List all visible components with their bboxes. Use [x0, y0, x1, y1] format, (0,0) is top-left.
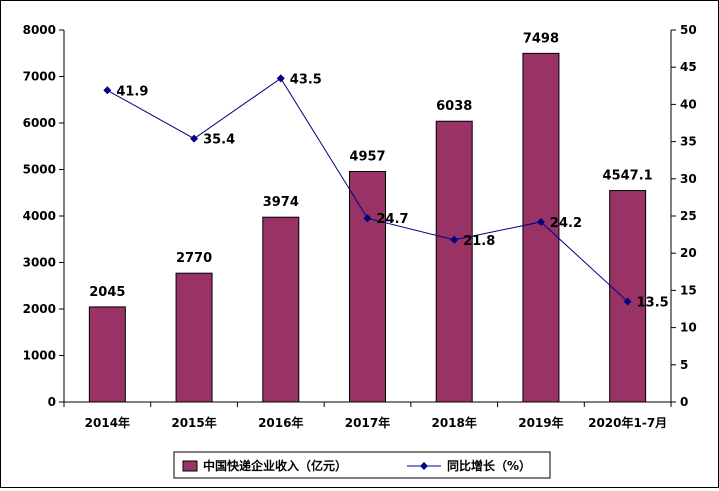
line-data-label: 41.9: [116, 84, 148, 99]
x-tick-label: 2019年: [518, 415, 563, 430]
x-tick-label: 2017年: [345, 415, 390, 430]
y-left-tick-label: 7000: [23, 70, 56, 84]
x-tick-label: 2018年: [432, 415, 477, 430]
line-point: [190, 134, 199, 143]
y-right-tick-label: 10: [680, 321, 697, 335]
line-point: [103, 86, 112, 95]
y-right-tick-label: 5: [680, 358, 688, 372]
bar-data-label: 4547.1: [603, 169, 653, 184]
y-left-tick-label: 8000: [23, 23, 56, 37]
y-left-tick-label: 6000: [23, 116, 56, 130]
bar: [609, 190, 647, 403]
legend-bar-label: 中国快递企业收入（亿元）: [203, 458, 347, 473]
line-data-label: 24.2: [550, 216, 582, 231]
y-right-tick-label: 50: [680, 23, 697, 37]
x-tick-label: 2014年: [85, 415, 130, 430]
y-right-tick-label: 20: [680, 246, 697, 260]
y-left-tick-label: 0: [48, 395, 56, 409]
x-tick-label: 2016年: [258, 415, 303, 430]
line-point: [536, 217, 545, 226]
bar: [522, 52, 560, 403]
line-data-label: 35.4: [203, 133, 235, 148]
bar: [175, 272, 213, 403]
line-data-label: 43.5: [290, 72, 322, 87]
y-right-tick-label: 25: [680, 209, 697, 223]
x-tick-label: 2020年1-7月: [588, 415, 667, 430]
y-right-tick-label: 0: [680, 395, 688, 409]
bar-data-label: 2045: [89, 285, 125, 300]
bar: [88, 306, 126, 403]
bar: [435, 120, 473, 403]
bar-data-label: 2770: [176, 251, 212, 266]
y-right-tick-label: 40: [680, 97, 697, 111]
y-right-tick-label: 30: [680, 172, 697, 186]
bar-data-label: 6038: [436, 99, 472, 114]
y-left-tick-label: 3000: [23, 256, 56, 270]
line-point: [623, 297, 632, 306]
y-right-tick-label: 45: [680, 60, 697, 74]
y-left-tick-label: 5000: [23, 163, 56, 177]
bar: [262, 216, 300, 403]
line-data-label: 24.7: [377, 212, 409, 227]
y-left-tick-label: 4000: [23, 209, 56, 223]
line-point: [276, 74, 285, 83]
legend-bar-swatch: [182, 460, 198, 472]
y-left-tick-label: 1000: [23, 349, 56, 363]
bar-data-label: 4957: [349, 149, 385, 164]
bar-data-label: 7498: [523, 31, 559, 46]
line-data-label: 13.5: [637, 296, 669, 311]
y-right-tick-label: 15: [680, 283, 697, 297]
y-left-tick-label: 2000: [23, 302, 56, 316]
line-point: [363, 214, 372, 223]
line-point: [450, 235, 459, 244]
bar-data-label: 3974: [263, 195, 299, 210]
y-right-tick-label: 35: [680, 135, 697, 149]
legend-line-marker: [420, 462, 428, 470]
bar: [349, 170, 386, 403]
legend-box: [173, 451, 551, 479]
legend-line-label: 同比增长（%）: [447, 458, 531, 473]
x-tick-label: 2015年: [171, 415, 216, 430]
line-data-label: 21.8: [463, 234, 495, 249]
